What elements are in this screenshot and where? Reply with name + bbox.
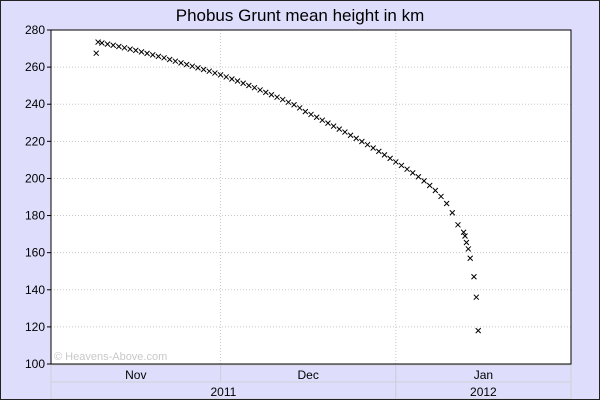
x-year-label: 2012 — [470, 385, 497, 399]
data-point — [291, 101, 297, 108]
data-point — [217, 72, 224, 78]
data-point — [161, 54, 167, 61]
watermark: © Heavens-Above.com — [54, 351, 167, 363]
data-point — [183, 61, 190, 68]
y-tick-label: 160 — [25, 246, 45, 260]
data-point — [381, 152, 388, 158]
data-point — [223, 74, 230, 80]
data-point — [155, 53, 162, 60]
data-point — [319, 117, 326, 124]
data-point — [421, 178, 427, 184]
data-point — [195, 64, 201, 71]
data-point — [473, 294, 480, 301]
data-point — [409, 170, 416, 176]
data-point — [462, 233, 468, 239]
data-point — [342, 129, 348, 135]
data-point — [234, 78, 241, 84]
data-point — [189, 63, 196, 70]
data-point — [387, 155, 393, 162]
x-month-label: Dec — [298, 368, 319, 382]
data-point — [398, 162, 405, 169]
data-point — [471, 273, 477, 280]
y-tick-label: 260 — [25, 60, 45, 74]
plot-area — [51, 30, 571, 364]
data-point — [274, 94, 280, 101]
data-point — [336, 126, 343, 132]
data-point — [302, 108, 309, 115]
data-point — [467, 255, 474, 262]
data-point — [308, 111, 314, 118]
data-point — [166, 56, 173, 63]
data-point — [138, 49, 145, 55]
data-point — [325, 120, 331, 127]
data-point — [268, 91, 275, 98]
data-point — [104, 41, 111, 47]
chart-title: Phobus Grunt mean height in km — [175, 6, 425, 25]
data-point — [206, 68, 213, 75]
data-point — [229, 76, 235, 82]
data-point — [279, 96, 286, 103]
data-point — [449, 209, 456, 216]
data-point — [172, 58, 179, 65]
data-point — [245, 82, 252, 89]
data-point — [460, 229, 467, 236]
data-point — [121, 44, 128, 51]
data-point — [330, 123, 337, 129]
data-point — [353, 135, 360, 142]
data-point — [127, 46, 133, 52]
x-month-label: Nov — [125, 368, 146, 382]
data-point — [93, 50, 100, 57]
data-point — [132, 47, 139, 54]
data-point — [99, 40, 105, 46]
data-point — [432, 187, 439, 194]
data-point — [240, 80, 247, 87]
data-point — [313, 114, 320, 121]
data-point — [475, 327, 482, 334]
data-point — [455, 221, 461, 228]
data-point — [465, 246, 472, 252]
data-point — [251, 84, 258, 91]
data-point — [438, 193, 444, 200]
x-year-label: 2011 — [210, 385, 236, 399]
data-point — [426, 182, 433, 189]
data-point — [262, 89, 269, 96]
plot-border — [50, 29, 572, 365]
y-tick-label: 180 — [25, 209, 45, 223]
data-point — [443, 200, 450, 207]
y-tick-label: 140 — [25, 283, 45, 297]
x-month-label: Jan — [474, 368, 493, 382]
data-point — [370, 145, 377, 151]
data-point — [144, 50, 150, 57]
data-point — [110, 42, 117, 49]
year-cell — [395, 381, 572, 399]
data-point — [392, 159, 399, 165]
data-point — [200, 66, 207, 73]
y-tick-label: 220 — [25, 134, 45, 148]
data-point — [296, 105, 303, 111]
data-point — [285, 99, 292, 106]
data-point — [115, 43, 122, 50]
y-tick-label: 100 — [25, 357, 45, 371]
data-point — [212, 70, 218, 76]
data-point — [149, 52, 156, 58]
y-tick-label: 240 — [25, 97, 45, 111]
data-point — [404, 166, 410, 173]
data-point — [359, 138, 365, 145]
data-point — [178, 59, 184, 66]
data-point — [375, 148, 382, 155]
data-point — [347, 132, 354, 139]
data-point — [415, 173, 422, 180]
data-point — [364, 141, 371, 148]
data-point — [257, 87, 263, 93]
data-point — [463, 239, 470, 246]
y-tick-label: 280 — [25, 23, 45, 37]
y-tick-label: 200 — [25, 171, 45, 185]
y-tick-label: 120 — [25, 320, 45, 334]
